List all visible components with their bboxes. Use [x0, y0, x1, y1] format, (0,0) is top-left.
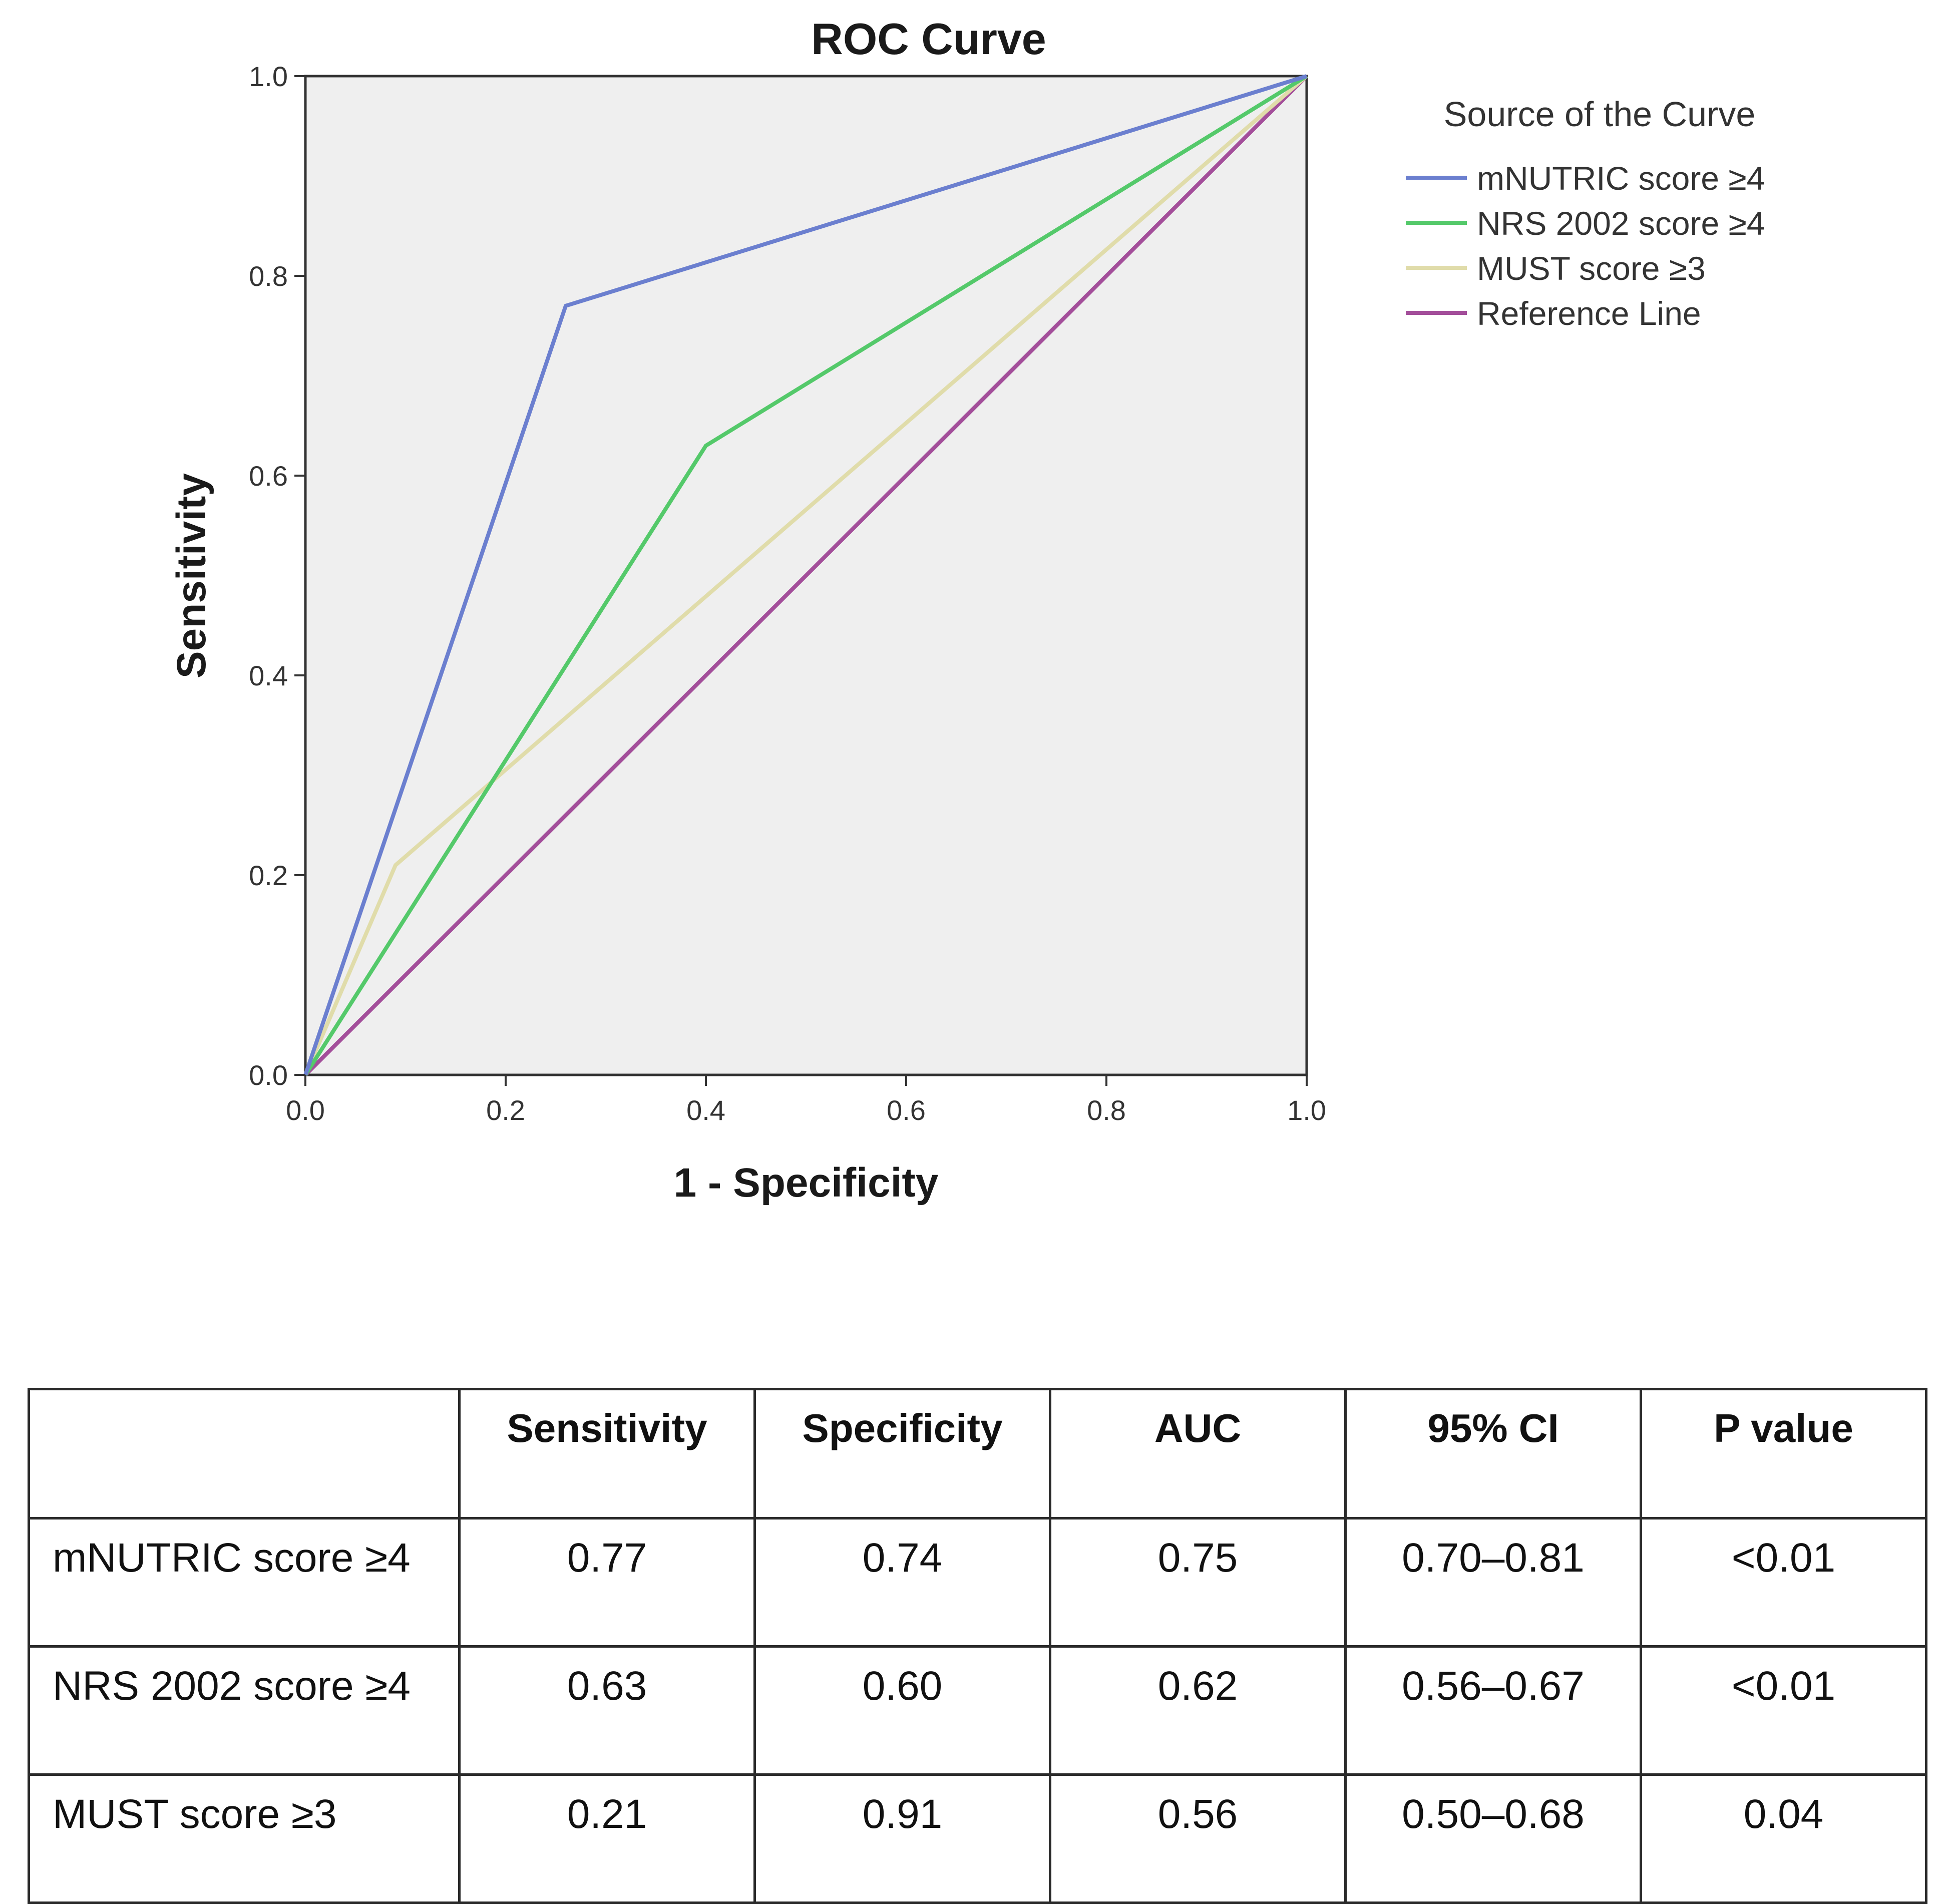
header-p-value: P value: [1640, 1388, 1927, 1519]
cell-ci: 0.70–0.81: [1344, 1517, 1642, 1648]
y-axis-ticks: 0.0 0.2 0.4 0.6 0.8 1.0: [249, 61, 305, 1091]
header-ci: 95% CI: [1344, 1388, 1642, 1519]
chart-title: ROC Curve: [811, 14, 1046, 64]
roc-chart: ROC Curve 0.0 0.2 0.4 0.6 0.8 1.0 0.0 0.2 0.4 0.…: [169, 14, 1765, 1206]
cell-specificity: 0.74: [753, 1517, 1051, 1648]
x-axis-title: 1 - Specificity: [674, 1160, 939, 1206]
table-header-row: Sensitivity Specificity AUC 95% CI P val…: [28, 1388, 1927, 1519]
y-tick-label: 0.8: [249, 260, 288, 292]
cell-p-value: <0.01: [1640, 1517, 1927, 1648]
x-axis-ticks: 0.0 0.2 0.4 0.6 0.8 1.0: [286, 1075, 1326, 1126]
y-tick-label: 0.0: [249, 1059, 288, 1091]
row-label: MUST score ≥3: [28, 1773, 461, 1904]
y-axis-title: Sensitivity: [169, 473, 214, 679]
header-sensitivity: Sensitivity: [458, 1388, 756, 1519]
cell-auc: 0.75: [1049, 1517, 1347, 1648]
series-line-3: [304, 75, 1308, 1076]
series-line-2: [303, 74, 1308, 1076]
cell-p-value: <0.01: [1640, 1645, 1927, 1776]
y-tick-label: 0.4: [249, 660, 288, 691]
table-row: mNUTRIC score ≥4 0.77 0.74 0.75 0.70–0.8…: [28, 1517, 1927, 1648]
row-label: mNUTRIC score ≥4: [28, 1517, 461, 1648]
x-tick-label: 0.0: [286, 1094, 325, 1126]
cell-auc: 0.62: [1049, 1645, 1347, 1776]
legend-label: NRS 2002 score ≥4: [1477, 205, 1765, 242]
x-tick-label: 1.0: [1287, 1094, 1326, 1126]
series-line-1: [303, 74, 1308, 1076]
x-tick-label: 0.6: [887, 1094, 926, 1126]
y-tick-label: 1.0: [249, 61, 288, 92]
cell-p-value: 0.04: [1640, 1773, 1927, 1904]
roc-chart-svg: ROC Curve 0.0 0.2 0.4 0.6 0.8 1.0 0.00.20.40.…: [169, 14, 1765, 1206]
y-tick-label: 0.6: [249, 460, 288, 492]
header-blank: [28, 1388, 461, 1519]
header-auc: AUC: [1049, 1388, 1347, 1519]
series-layer: [303, 74, 1308, 1076]
table-row: MUST score ≥3 0.21 0.91 0.56 0.50–0.68 0…: [28, 1773, 1927, 1904]
legend-label: Reference Line: [1477, 295, 1701, 332]
legend-label: mNUTRIC score ≥4: [1477, 160, 1765, 197]
x-tick-label: 0.8: [1087, 1094, 1126, 1126]
row-label: NRS 2002 score ≥4: [28, 1645, 461, 1776]
header-specificity: Specificity: [753, 1388, 1051, 1519]
table-row: NRS 2002 score ≥4 0.63 0.60 0.62 0.56–0.…: [28, 1645, 1927, 1776]
series-line-0: [303, 74, 1308, 1076]
cell-specificity: 0.91: [753, 1773, 1051, 1904]
legend-label: MUST score ≥3: [1477, 250, 1706, 287]
x-tick-label: 0.4: [686, 1094, 725, 1126]
cell-sensitivity: 0.63: [458, 1645, 756, 1776]
cell-ci: 0.56–0.67: [1344, 1645, 1642, 1776]
cell-ci: 0.50–0.68: [1344, 1773, 1642, 1904]
cell-sensitivity: 0.77: [458, 1517, 756, 1648]
cell-auc: 0.56: [1049, 1773, 1347, 1904]
legend: mNUTRIC score ≥4 NRS 2002 score ≥4 MUST sc…: [1406, 160, 1765, 332]
legend-title: Source of the Curve: [1444, 95, 1756, 134]
cell-sensitivity: 0.21: [458, 1773, 756, 1904]
stats-table: Sensitivity Specificity AUC 95% CI P val…: [28, 1388, 1927, 1904]
x-tick-label: 0.2: [486, 1094, 525, 1126]
cell-specificity: 0.60: [753, 1645, 1051, 1776]
y-tick-label: 0.2: [249, 860, 288, 891]
